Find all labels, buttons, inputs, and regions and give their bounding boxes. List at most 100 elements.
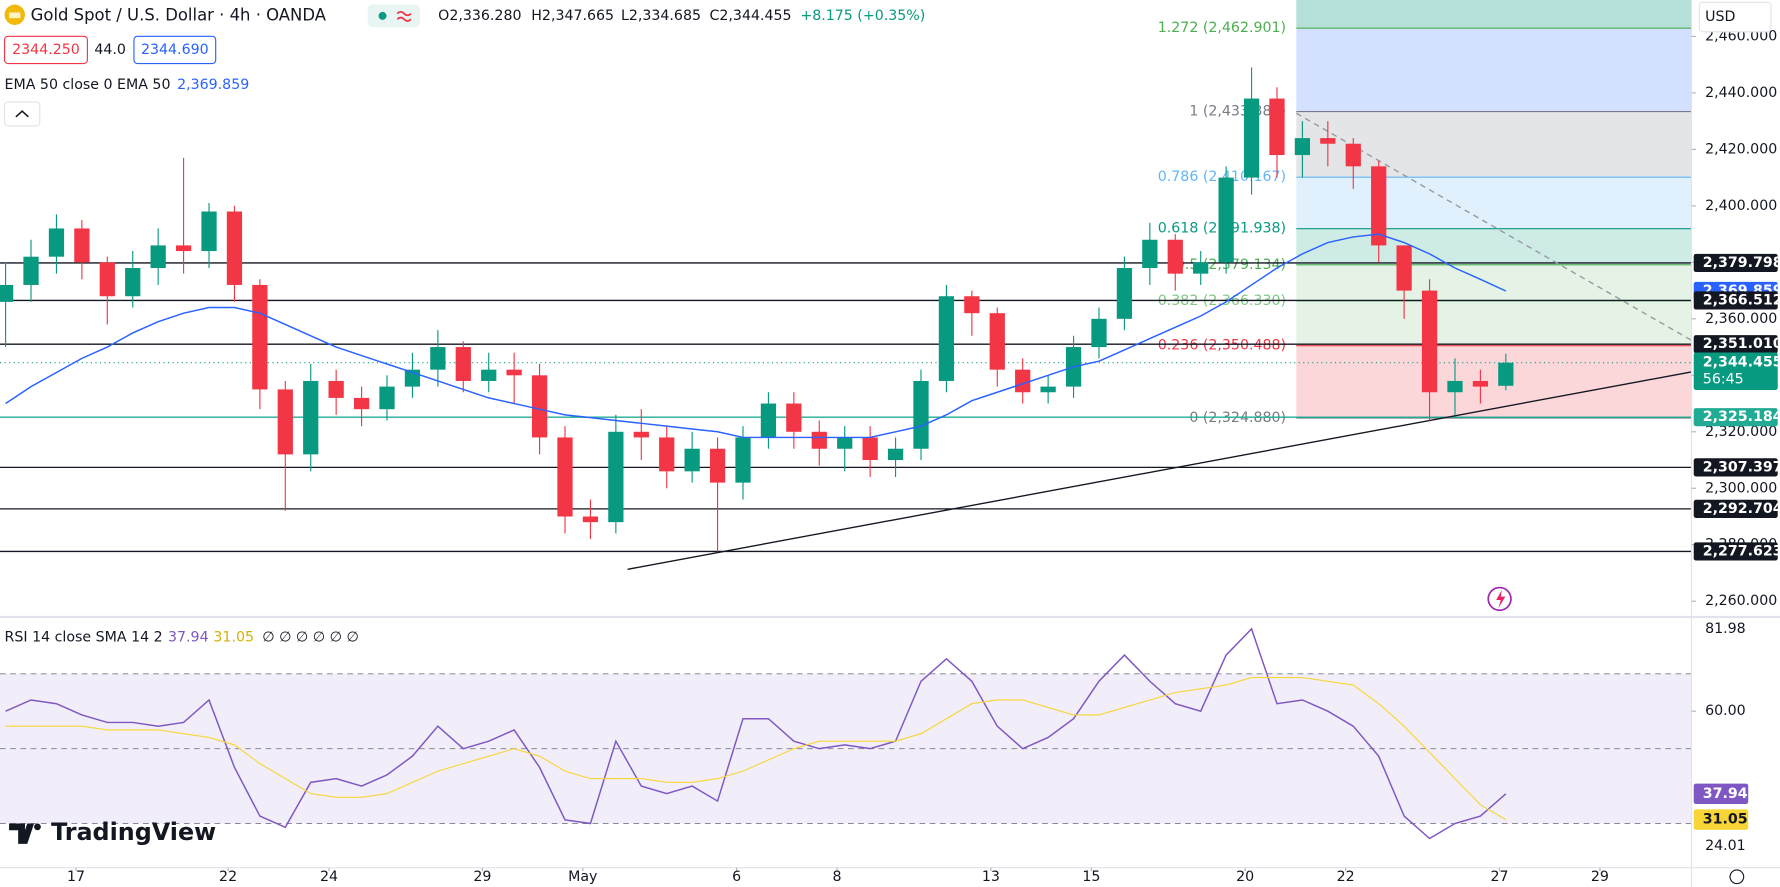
candle-body (1447, 380, 1463, 393)
candle-body (1218, 177, 1234, 263)
ema-line (5, 233, 1507, 439)
candle-body (1193, 262, 1209, 274)
candle-body (175, 245, 192, 252)
brand-logo (9, 823, 35, 844)
rsi-line (5, 627, 1507, 840)
axis-tag (1693, 542, 1778, 561)
rsi-sma-line (5, 676, 1507, 821)
ema-legend[interactable]: EMA 50 close 0 EMA 50 (5, 77, 171, 93)
candle-body (1396, 245, 1412, 291)
fib-label: 0 (2,324.880) (1189, 410, 1286, 426)
candle-body (989, 313, 1005, 370)
brand-logo-dot (34, 823, 41, 831)
rsi-layer (0, 627, 1692, 840)
x-tick-label: 22 (219, 869, 237, 885)
candle-body (1116, 267, 1133, 319)
candle-body (887, 448, 904, 461)
axis-tag-label: 2,292.704 (1703, 501, 1780, 517)
candle-body (1472, 380, 1489, 387)
axis-tag (1693, 408, 1778, 427)
fib-label: 0.236 (2,350.488) (1158, 338, 1286, 354)
y-tick-label: 2,320.000 (1705, 424, 1777, 440)
y-tick-label: 2,360.000 (1705, 311, 1777, 327)
rsi-legend[interactable]: RSI 14 close SMA 14 2 (5, 629, 163, 645)
market-status[interactable] (367, 4, 421, 28)
candle-body (48, 228, 65, 257)
rsi-band (0, 673, 1692, 824)
symbol-title[interactable]: Gold Spot / U.S. Dollar · 4h · OANDA (31, 5, 327, 24)
y-tick-label: 2,260.000 (1705, 593, 1777, 609)
candle-body (862, 437, 878, 461)
brand-name[interactable]: TradingView (51, 818, 216, 846)
candle-body (633, 431, 649, 438)
extreme-label: 81.98 (1705, 621, 1746, 637)
candle-body (23, 256, 39, 285)
axis-tag-label: 2,366.512 (1703, 292, 1780, 308)
buy-button[interactable] (133, 35, 217, 65)
chevron-icon (15, 110, 29, 118)
candle-body (506, 369, 522, 376)
currency-label[interactable]: USD (1705, 9, 1735, 25)
sell-price[interactable]: 2344.250 (12, 42, 80, 58)
currency-select[interactable] (1698, 1, 1772, 33)
candle-body (0, 284, 14, 302)
candle-body (99, 262, 115, 297)
candle-body (659, 437, 675, 472)
candle-body (964, 296, 980, 314)
candle-body (557, 437, 573, 517)
fib-zone (1296, 177, 1692, 229)
x-tick-label: 24 (320, 869, 338, 885)
rsi-legend-value: 37.94 (168, 629, 209, 645)
rsi-inputs: ∅ ∅ ∅ ∅ ∅ ∅ (262, 629, 359, 645)
price-layer (0, 67, 1692, 570)
ema-legend-value: 2,369.859 (177, 77, 249, 93)
high-value: H2,347.665 (531, 8, 614, 24)
axis-tag (1693, 253, 1778, 272)
candle-body (837, 437, 853, 449)
last-price-tag (1693, 352, 1778, 390)
candle-body (1091, 318, 1107, 348)
axis-tag-label: 2,307.397 (1703, 459, 1780, 475)
buy-price[interactable]: 2344.690 (141, 42, 209, 58)
candle-body (303, 380, 319, 455)
candle-body (1320, 138, 1336, 144)
candle-body (709, 448, 726, 483)
extreme-label: 24.01 (1705, 838, 1746, 854)
candle-body (684, 448, 700, 472)
collapse-button[interactable] (3, 101, 41, 127)
candle-body (1294, 138, 1311, 156)
spread: 44.0 (94, 42, 126, 58)
candle-body (913, 380, 929, 449)
status-wave (396, 11, 412, 22)
candle-body (938, 296, 955, 381)
axis-tag (1693, 783, 1749, 805)
axis-layer: 2,260.0002,280.0002,300.0002,320.0002,34… (67, 28, 1780, 884)
candle-body (353, 397, 370, 410)
candle-body (226, 211, 243, 285)
trend-line (627, 371, 1692, 570)
x-tick-label: 6 (732, 869, 741, 885)
candle-body (1040, 386, 1056, 393)
x-tick-label: 29 (1591, 869, 1609, 885)
sell-button[interactable] (3, 35, 88, 65)
settings-icon[interactable] (1729, 869, 1745, 885)
fib-zone (1296, 111, 1692, 178)
x-tick-label: 22 (1337, 869, 1355, 885)
axis-tag (1693, 809, 1749, 830)
last-price-label: 2,344.455 (1703, 355, 1780, 371)
fib-zone (1296, 228, 1692, 265)
change-value: +8.175 (+0.35%) (800, 8, 925, 24)
axis-tag-label: 31.05 (1703, 812, 1748, 828)
y-tick-label: 60.00 (1705, 703, 1746, 719)
candle-body (430, 347, 446, 370)
y-tick-label: 2,440.000 (1705, 85, 1777, 101)
axis-tag-label: 2,277.623 (1703, 543, 1780, 559)
y-tick-label: 2,460.000 (1705, 28, 1777, 44)
fib-zone (1296, 300, 1692, 346)
candle-body (1498, 362, 1514, 386)
x-tick-label: 20 (1236, 869, 1254, 885)
fib-zone (1296, 0, 1692, 29)
candle-body (735, 437, 751, 483)
